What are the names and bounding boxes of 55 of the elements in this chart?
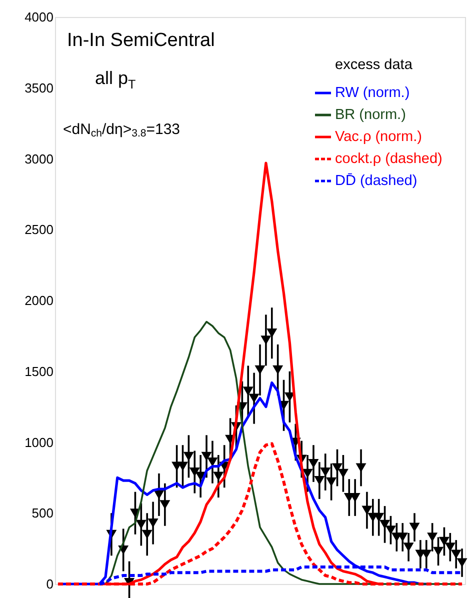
point xyxy=(421,550,432,559)
point xyxy=(403,542,414,552)
y-tick-label: 4000 xyxy=(24,10,54,24)
legend-label: DD̄ (dashed) xyxy=(335,172,418,189)
legend-label: Vac.ρ (norm.) xyxy=(335,129,422,145)
point xyxy=(136,520,146,530)
legend-label: RW (norm.) xyxy=(335,85,410,101)
y-tick-label: 3500 xyxy=(24,80,54,96)
y-tick-label: 1500 xyxy=(24,364,54,379)
point xyxy=(332,463,342,472)
point xyxy=(254,365,266,374)
point xyxy=(427,532,438,542)
point xyxy=(438,536,450,546)
legend-title: excess data xyxy=(335,57,414,73)
point xyxy=(201,452,212,461)
y-tick-label: 1000 xyxy=(24,434,54,450)
point xyxy=(302,468,313,478)
point xyxy=(195,472,206,481)
y-tick-label: 2500 xyxy=(24,222,54,238)
point xyxy=(397,532,408,542)
point xyxy=(380,520,390,530)
legend-label: BR (norm.) xyxy=(335,107,406,123)
point xyxy=(433,546,444,556)
y-tick-label: 2000 xyxy=(24,293,54,308)
point xyxy=(314,476,325,486)
point xyxy=(409,522,420,532)
legend-label: cockt.ρ (dashed) xyxy=(335,151,442,167)
point xyxy=(385,526,396,535)
point xyxy=(189,467,200,477)
point xyxy=(362,506,372,515)
point xyxy=(338,468,348,478)
point xyxy=(456,558,468,568)
point xyxy=(308,458,319,468)
y-tick-label: 0 xyxy=(46,576,54,592)
point xyxy=(242,386,254,396)
text: In-In SemiCentral xyxy=(67,30,215,51)
point xyxy=(178,462,188,471)
point xyxy=(356,463,366,472)
point xyxy=(374,512,384,522)
point xyxy=(248,394,260,403)
point xyxy=(183,452,194,461)
point xyxy=(266,328,278,338)
point xyxy=(207,458,218,467)
point xyxy=(142,530,152,539)
point xyxy=(320,467,331,477)
point xyxy=(326,477,337,486)
point xyxy=(444,542,456,552)
point xyxy=(160,500,170,510)
point xyxy=(260,336,272,345)
y-tick-label: 500 xyxy=(32,506,54,521)
point xyxy=(450,550,462,559)
point xyxy=(272,365,284,374)
point xyxy=(148,518,158,528)
point xyxy=(213,472,224,481)
y-tick-label: 3000 xyxy=(24,151,54,166)
